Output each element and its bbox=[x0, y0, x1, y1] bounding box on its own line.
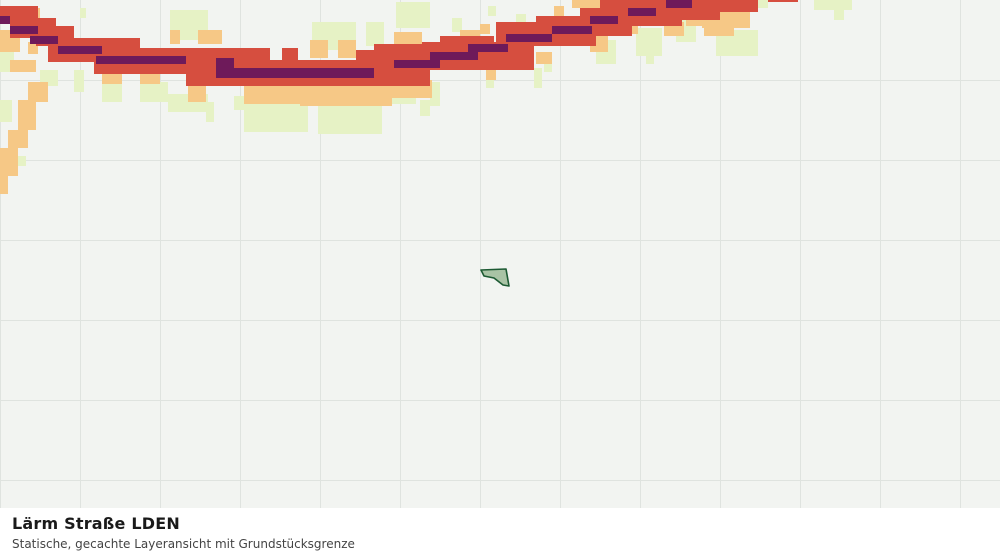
map-viewport[interactable] bbox=[0, 0, 1000, 508]
map-canvas bbox=[0, 0, 1000, 508]
parcel-boundary[interactable] bbox=[480, 268, 510, 287]
noise-zone-very-high bbox=[0, 0, 692, 78]
layer-caption: Lärm Straße LDEN Statische, gecachte Lay… bbox=[0, 508, 1000, 560]
noise-zone-low bbox=[0, 0, 852, 166]
layer-subtitle: Statische, gecachte Layeransicht mit Gru… bbox=[12, 537, 355, 551]
layer-title: Lärm Straße LDEN bbox=[12, 514, 180, 533]
